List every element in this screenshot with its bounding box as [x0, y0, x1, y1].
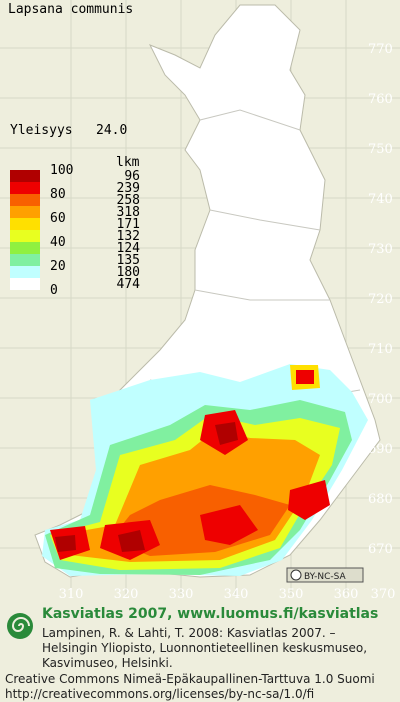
heat-area	[55, 422, 238, 552]
heat-area	[50, 410, 330, 560]
legend-swatch	[10, 182, 40, 194]
license-badge: BY-NC-SA	[286, 567, 364, 583]
cc-icon	[290, 569, 302, 581]
legend-count: 474	[117, 277, 141, 292]
footer-heading: Kasviatlas 2007, www.luomus.fi/kasviatla…	[42, 606, 378, 622]
frequency-value: 24.0	[96, 123, 127, 138]
legend-count: 124	[117, 241, 141, 256]
legend-scale-label: 60	[50, 211, 66, 226]
legend-count: 239	[117, 181, 140, 196]
legend-count: 180	[117, 265, 140, 280]
badge-box	[286, 567, 364, 583]
legend-swatch	[10, 254, 40, 266]
northing-label: 670	[368, 542, 393, 557]
easting-label: 330	[169, 587, 194, 602]
easting-label: 370	[371, 587, 396, 602]
legend-count: 132	[117, 229, 140, 244]
legend-swatch	[10, 266, 40, 278]
northing-label: 750	[368, 142, 393, 157]
legend-count: 318	[117, 205, 140, 220]
northing-label: 730	[368, 242, 393, 257]
license-line: Creative Commons Nimeä-Epäkaupallinen-Ta…	[5, 672, 375, 686]
border	[194, 289, 330, 301]
badge-text: BY-NC-SA	[304, 572, 347, 582]
legend-swatch	[10, 242, 40, 254]
legend-scale-label: 20	[50, 259, 66, 274]
easting-label: 360	[334, 587, 359, 602]
legend-swatch	[10, 230, 40, 242]
legend-count: 171	[117, 217, 140, 232]
northing-label: 710	[368, 342, 393, 357]
legend-swatch	[10, 206, 40, 218]
northing-label: 770	[368, 42, 393, 57]
easting-label: 310	[59, 587, 84, 602]
legend-count: 258	[117, 193, 140, 208]
legend-scale-label: 100	[50, 163, 73, 178]
axis-labels: 770 760 750 740 730 720 710 700 690 680 670 310 320 3…	[59, 42, 396, 602]
legend-swatch	[10, 218, 40, 230]
legend-scale-label: 40	[50, 235, 66, 250]
border	[199, 109, 301, 131]
species-title: Lapsana communis	[8, 2, 133, 17]
northing-label: 740	[368, 192, 393, 207]
easting-label: 320	[114, 587, 139, 602]
license-line: http://creativecommons.org/licenses/by-n…	[5, 687, 314, 701]
northing-label: 760	[368, 92, 393, 107]
count-header: lkm	[116, 155, 140, 170]
northing-label: 680	[368, 492, 393, 507]
legend-scale-label: 80	[50, 187, 66, 202]
logo	[7, 613, 33, 639]
logo-spiral	[11, 617, 30, 632]
citation-line: Kasvimuseo, Helsinki.	[42, 656, 173, 670]
northing-label: 720	[368, 292, 393, 307]
northing-label: 700	[368, 392, 393, 407]
heat-area	[296, 370, 314, 384]
northing-label: 690	[368, 442, 393, 457]
easting-label: 350	[279, 587, 304, 602]
border	[209, 209, 321, 231]
legend-count: 96	[124, 169, 140, 184]
easting-label: 340	[224, 587, 249, 602]
legend-swatch	[10, 170, 40, 182]
distribution	[42, 364, 368, 576]
legend-count: 135	[117, 253, 140, 268]
citation-line: Lampinen, R. & Lahti, T. 2008: Kasviatla…	[42, 626, 336, 640]
frequency-label: Yleisyys	[10, 123, 73, 138]
legend-swatch	[10, 194, 40, 206]
citation-line: Helsingin Yliopisto, Luonnontieteellinen…	[42, 641, 367, 655]
legend-swatch	[10, 278, 40, 290]
legend-scale-label: 0	[50, 283, 58, 298]
